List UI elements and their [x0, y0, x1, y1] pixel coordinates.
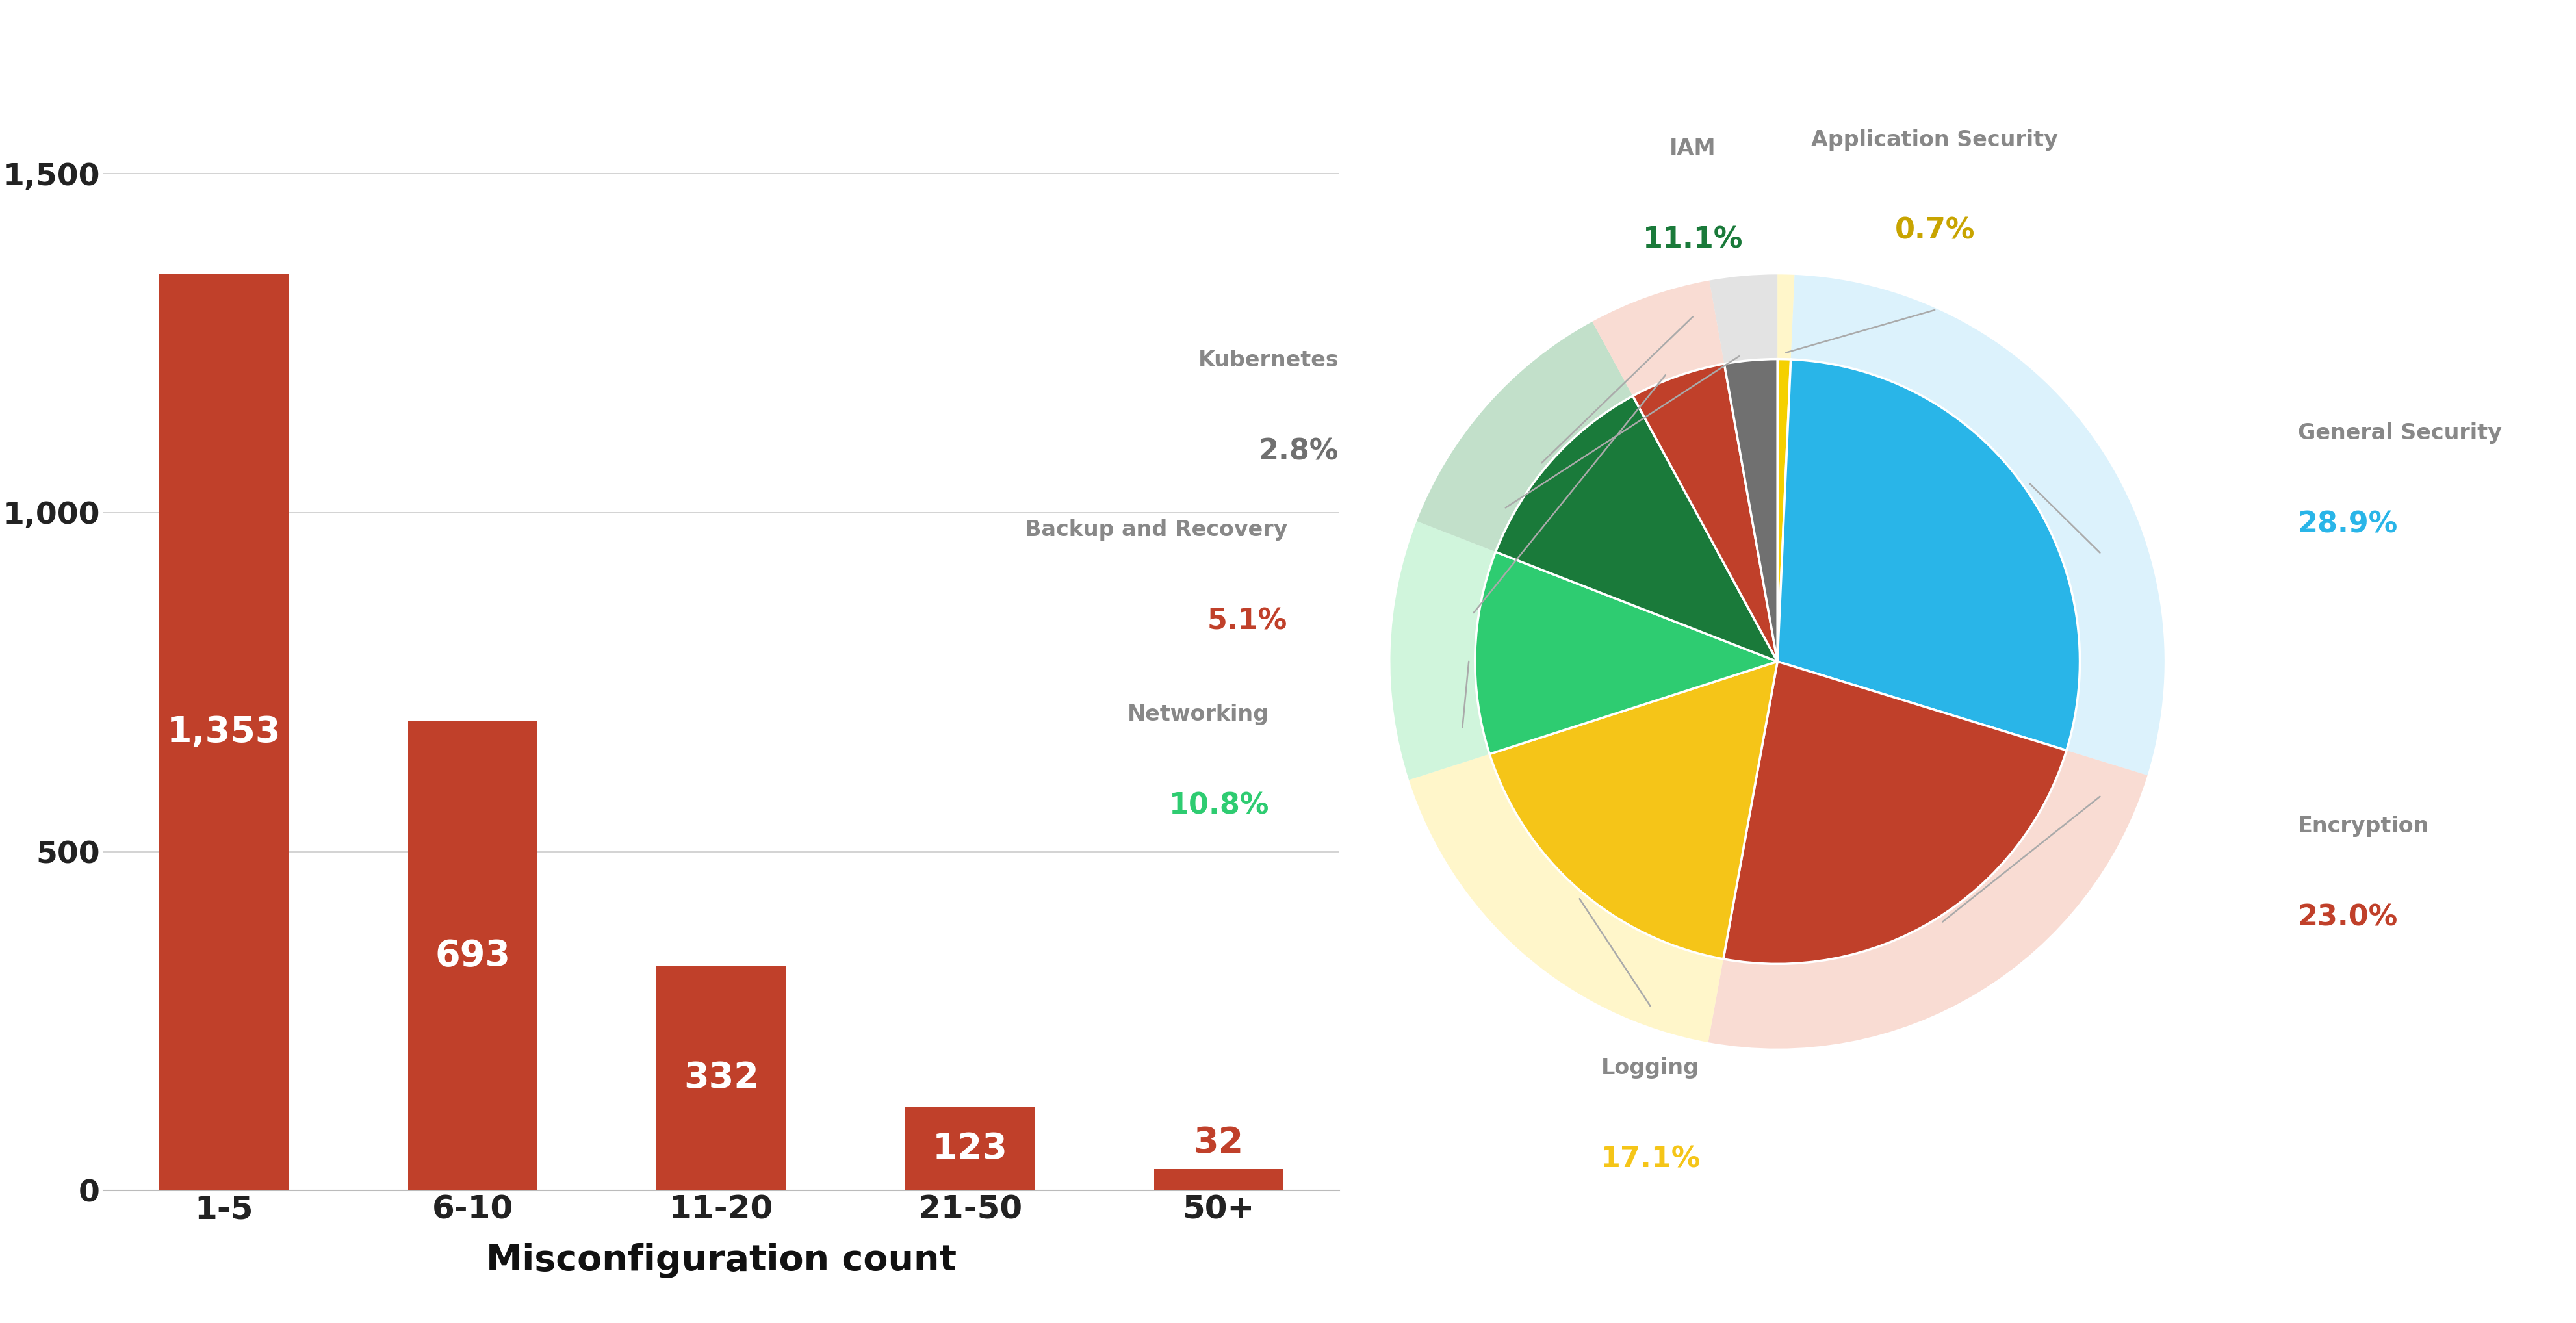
Wedge shape — [1777, 359, 1790, 662]
Wedge shape — [1723, 662, 2066, 964]
Text: 2.8%: 2.8% — [1260, 438, 1340, 466]
Text: Backup and Recovery: Backup and Recovery — [1025, 519, 1288, 541]
Text: 11.1%: 11.1% — [1643, 226, 1744, 254]
Wedge shape — [1497, 396, 1777, 662]
Bar — [1154, 1170, 1283, 1191]
Wedge shape — [1710, 274, 1777, 662]
Bar — [657, 966, 786, 1191]
Wedge shape — [1489, 662, 1777, 959]
Text: General Security: General Security — [2298, 422, 2501, 443]
Text: Logging: Logging — [1602, 1057, 1700, 1078]
Text: 1,353: 1,353 — [167, 714, 281, 750]
Wedge shape — [1777, 360, 2079, 750]
Wedge shape — [1633, 364, 1777, 662]
Text: 693: 693 — [435, 938, 510, 974]
Text: Networking: Networking — [1128, 704, 1270, 725]
Text: 5.1%: 5.1% — [1208, 607, 1288, 635]
Text: 32: 32 — [1193, 1126, 1244, 1160]
Wedge shape — [1409, 662, 1777, 1043]
Text: 10.8%: 10.8% — [1170, 791, 1270, 819]
Wedge shape — [1417, 321, 1777, 662]
Bar — [904, 1107, 1036, 1191]
Text: 332: 332 — [683, 1061, 760, 1095]
Wedge shape — [1777, 275, 2164, 775]
Text: Encryption: Encryption — [2298, 815, 2429, 837]
Text: Application Security: Application Security — [1811, 130, 2058, 151]
Bar — [160, 274, 289, 1191]
Text: 17.1%: 17.1% — [1600, 1146, 1700, 1174]
Wedge shape — [1777, 274, 1795, 662]
Bar — [407, 721, 538, 1191]
Text: 123: 123 — [933, 1131, 1007, 1167]
Text: 28.9%: 28.9% — [2298, 511, 2398, 538]
Wedge shape — [1391, 521, 1777, 781]
Text: 23.0%: 23.0% — [2298, 904, 2398, 931]
Wedge shape — [1476, 552, 1777, 754]
Wedge shape — [1592, 280, 1777, 662]
Text: 0.7%: 0.7% — [1893, 217, 1976, 245]
Text: IAM: IAM — [1669, 138, 1716, 160]
Text: Kubernetes: Kubernetes — [1198, 349, 1340, 372]
Wedge shape — [1723, 359, 1777, 662]
Wedge shape — [1708, 662, 2148, 1049]
X-axis label: Misconfiguration count: Misconfiguration count — [487, 1244, 956, 1278]
